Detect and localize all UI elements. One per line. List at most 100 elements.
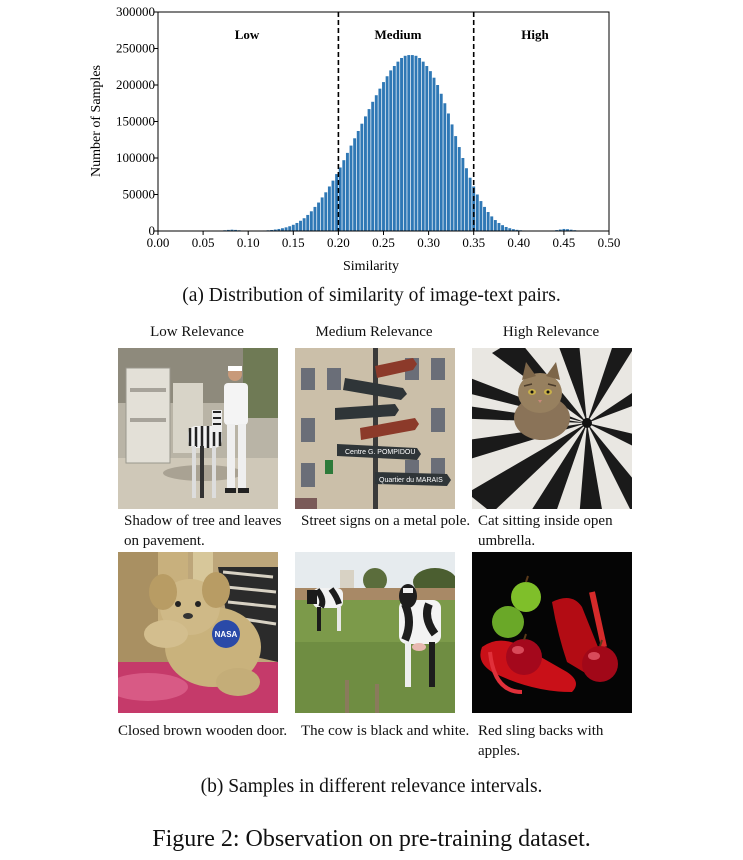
histogram-bar (270, 229, 274, 231)
histogram-bar (562, 228, 566, 231)
histogram-bar (327, 186, 331, 231)
street-sign-text-1: Centre G. POMPIDOU (345, 449, 415, 456)
histogram-bar (410, 55, 414, 231)
histogram-bar (450, 124, 454, 231)
nasa-patch-text: NASA (215, 630, 238, 639)
histogram-bar (309, 211, 313, 231)
histogram-bar (497, 222, 501, 231)
x-tick-label: 0.15 (282, 235, 305, 250)
y-tick-label: 0 (149, 223, 156, 238)
histogram-bar (313, 206, 317, 231)
histogram-bar (356, 130, 360, 231)
histogram-bar (465, 168, 468, 231)
histogram-bar (454, 136, 458, 231)
region-label-low: Low (235, 27, 260, 42)
histogram-bar (317, 202, 321, 231)
histogram-bar (439, 93, 443, 231)
sample-image-red-shoes-apples (472, 552, 632, 713)
histogram-bar (479, 201, 483, 231)
histogram-bar (389, 70, 393, 232)
sample-caption-low-1: Shadow of tree and leaves on pavement. (124, 513, 282, 549)
histogram-bar (432, 77, 436, 231)
histogram-bar (371, 101, 375, 231)
histogram-bar (360, 123, 364, 231)
x-tick-label: 0.50 (598, 235, 621, 250)
histogram-bar (291, 224, 295, 231)
histogram-bar (335, 174, 339, 231)
histogram-bar (367, 109, 371, 231)
histogram-bar (569, 229, 573, 231)
histogram-bar (295, 222, 299, 231)
street-sign-text-2: Quartier du MARAIS (379, 477, 443, 484)
histogram-bar (342, 160, 346, 231)
column-header-high: High Relevance (502, 324, 600, 340)
histogram-bar (443, 103, 447, 231)
column-header-medium: Medium Relevance (315, 324, 433, 340)
x-tick-label: 0.35 (462, 235, 485, 250)
histogram-bar (382, 82, 385, 231)
histogram-bar (331, 180, 335, 231)
histogram-bar (457, 147, 461, 231)
sample-image-teddy-bear: NASA (118, 552, 278, 713)
histogram-bar (436, 85, 440, 231)
histogram-bar (428, 71, 432, 231)
histogram-bar (324, 192, 328, 231)
histogram-bar (558, 229, 562, 231)
histogram-bar (515, 229, 519, 231)
x-axis-label: Similarity (343, 259, 399, 274)
histogram-bar (493, 220, 497, 231)
sample-image-man-with-zebra (118, 348, 278, 509)
sample-image-cat-in-umbrella (472, 348, 632, 509)
histogram-bar (374, 95, 378, 231)
histogram-bar (281, 228, 284, 231)
histogram-bar (306, 214, 310, 231)
sample-caption-low-2: Closed brown wooden door. (118, 723, 288, 739)
histogram-bar (288, 226, 292, 231)
histogram-bar (414, 55, 418, 231)
histogram-bar (338, 167, 342, 231)
histogram-bar (364, 116, 367, 231)
histogram-bar (345, 152, 349, 231)
column-header-low: Low Relevance (150, 324, 244, 340)
histogram-bar (353, 138, 357, 231)
histogram-bar (508, 228, 512, 231)
subfigure-b-caption: (b) Samples in different relevance inter… (200, 776, 543, 797)
y-tick-label: 100000 (116, 150, 155, 165)
histogram-bar (385, 76, 389, 232)
histogram-bar (486, 212, 490, 231)
x-tick-label: 0.05 (192, 235, 215, 250)
histogram-bar (230, 229, 234, 231)
region-label-high: High (521, 27, 549, 42)
histogram-bar (475, 194, 479, 231)
histogram-bar (234, 229, 238, 231)
histogram-bar (349, 145, 353, 231)
sample-image-cows-in-field (295, 552, 455, 713)
x-tick-label: 0.45 (553, 235, 576, 250)
histogram-bar (461, 158, 465, 231)
histogram-bar (273, 229, 277, 231)
y-tick-label: 250000 (116, 41, 155, 56)
x-tick-label: 0.40 (507, 235, 530, 250)
figure-caption: Figure 2: Observation on pre-training da… (152, 826, 591, 852)
sample-image-street-signs: Centre G. POMPIDOU Quartier du MARAIS (295, 348, 455, 509)
histogram-bar (490, 216, 494, 231)
region-label-medium: Medium (375, 27, 422, 42)
histogram-bar (501, 225, 505, 231)
similarity-histogram: 0.00 0.05 0.10 0.15 0.20 0.25 0.30 0.35 0.40 0.45… (89, 4, 621, 274)
histogram-bar (421, 61, 425, 231)
histogram-bar (277, 228, 281, 231)
x-tick-label: 0.10 (237, 235, 260, 250)
y-tick-label: 50000 (123, 187, 156, 202)
histogram-bar (446, 113, 450, 231)
subfigure-a-caption: (a) Distribution of similarity of image-… (182, 285, 561, 306)
x-tick-label: 0.30 (417, 235, 440, 250)
histogram-bar (504, 226, 508, 231)
histogram-bar (392, 66, 396, 232)
histogram-bar (407, 55, 411, 231)
histogram-bar (468, 177, 472, 231)
histogram-bar (425, 66, 429, 232)
y-tick-label: 200000 (116, 77, 155, 92)
histogram-bar (511, 229, 515, 231)
histogram-bar (284, 227, 288, 231)
y-tick-label: 300000 (116, 4, 155, 19)
